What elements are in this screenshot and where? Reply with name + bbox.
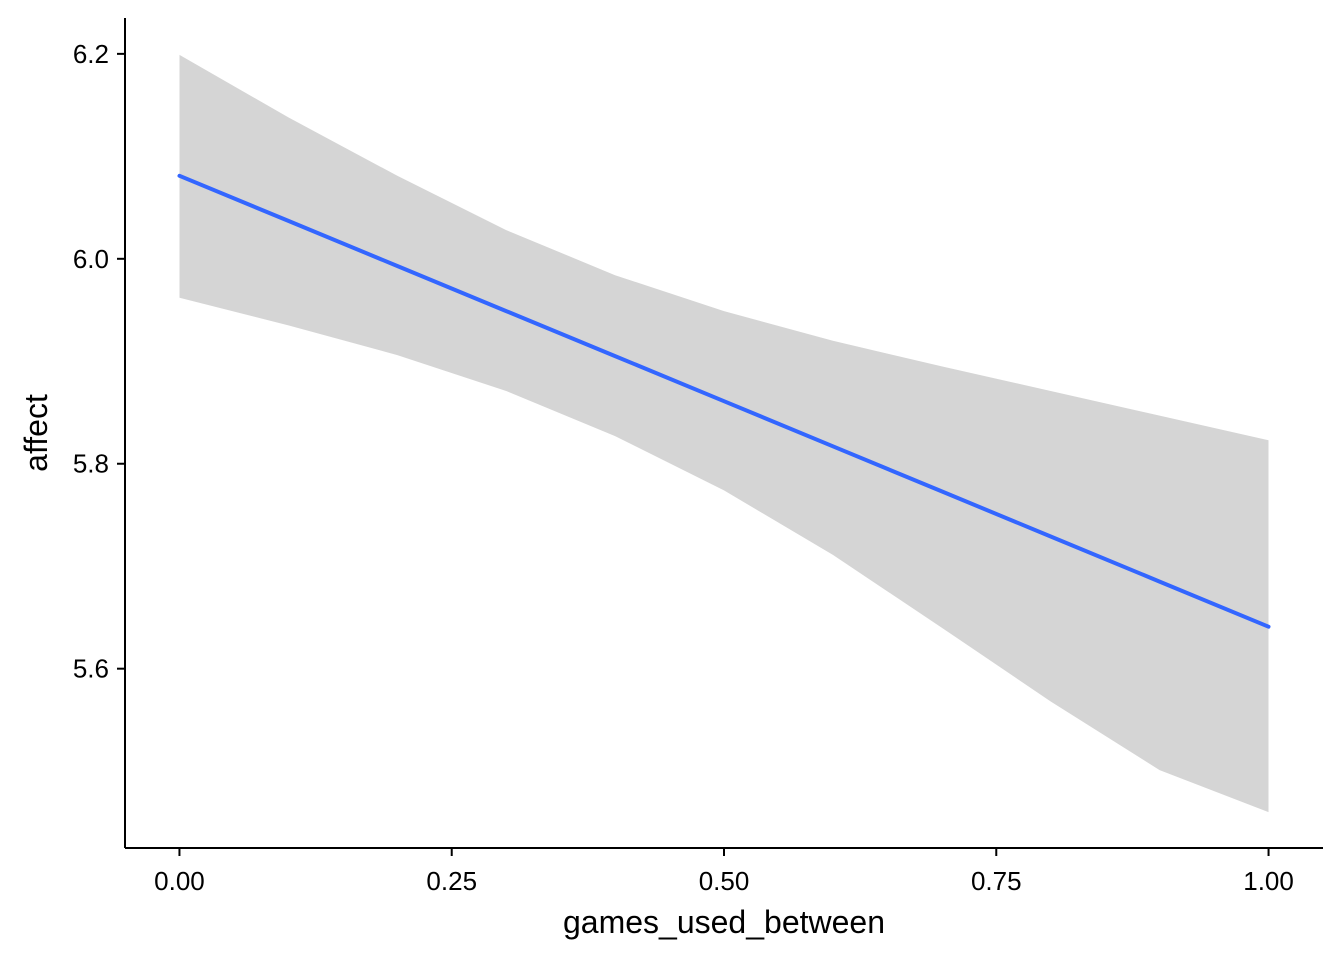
- y-tick-label: 6.2: [73, 39, 109, 69]
- plot-area: [177, 54, 1271, 813]
- x-tick-label: 1.00: [1243, 866, 1294, 896]
- series-line: [177, 173, 1271, 629]
- y-tick-label: 5.6: [73, 654, 109, 684]
- x-tick-label: 0.50: [699, 866, 750, 896]
- x-tick-label: 0.25: [426, 866, 477, 896]
- confidence-band: [179, 54, 1269, 813]
- y-tick-label: 6.0: [73, 244, 109, 274]
- y-tick-label: 5.8: [73, 449, 109, 479]
- x-tick-label: 0.00: [154, 866, 205, 896]
- ticks: 0.00 0.25 0.50 0.75 1.00 5.6 5.8 6.0 6.2: [73, 39, 1294, 896]
- x-tick-label: 0.75: [971, 866, 1022, 896]
- y-axis-title: affect: [18, 394, 54, 472]
- x-axis-title: games_used_between: [563, 904, 885, 940]
